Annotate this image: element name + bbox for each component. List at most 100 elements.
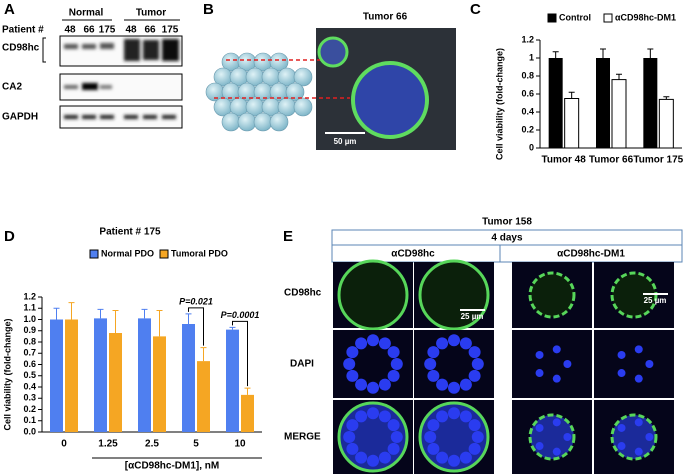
y-tick-label: 1.1	[23, 303, 36, 313]
lane-label: 175	[162, 25, 179, 36]
x-tick-label: 0	[61, 439, 67, 450]
scale-label: 50 µm	[334, 137, 357, 146]
lane-label: 48	[64, 25, 76, 36]
y-tick-label: 0.9	[23, 325, 36, 335]
cell	[269, 52, 289, 72]
nucleus	[343, 431, 356, 444]
bar	[94, 318, 107, 432]
bar	[241, 394, 254, 432]
error-bar	[229, 326, 236, 330]
nucleus	[634, 345, 643, 354]
organoid-membrane	[418, 401, 490, 473]
image-title: Tumor 158	[482, 217, 532, 228]
nucleus	[552, 345, 561, 354]
nucleus	[459, 451, 472, 464]
panel-letter: E	[283, 228, 293, 245]
nucleus	[343, 358, 356, 371]
y-tick-label: 0.0	[23, 426, 36, 436]
cell	[237, 112, 257, 132]
micrographs	[333, 259, 674, 474]
y-axis-label: Cell viability (fold-change)	[2, 318, 12, 430]
nucleus	[563, 433, 572, 441]
panel-letter: D	[4, 228, 15, 245]
nucleus	[447, 407, 460, 420]
y-tick-label: 0.1	[23, 415, 36, 425]
nucleus	[355, 451, 368, 464]
y-tick-label: 0.4	[23, 381, 36, 391]
error-bar	[552, 51, 559, 58]
error-bar	[112, 310, 119, 333]
treatment-label: αCD98hc-DM1	[557, 249, 625, 260]
bar	[658, 98, 674, 149]
nucleus	[645, 433, 654, 441]
nucleus	[459, 410, 472, 423]
nucleus	[367, 454, 380, 467]
group-label: Normal	[69, 8, 104, 19]
y-tick-label: 0.6	[521, 88, 534, 98]
nucleus	[378, 451, 391, 464]
nucleus	[617, 442, 626, 451]
nucleus	[436, 337, 449, 350]
scale-label: 25 µm	[461, 312, 484, 321]
nucleus	[387, 369, 400, 382]
error-bar	[200, 347, 207, 362]
nucleus	[447, 334, 460, 347]
legend-swatch	[89, 249, 99, 259]
nucleus	[634, 418, 643, 427]
organoid-membrane	[337, 259, 409, 331]
stain-label: MERGE	[284, 432, 321, 443]
y-tick-label: 0.2	[521, 124, 534, 134]
error-bar	[600, 48, 606, 58]
significance-bracket	[232, 320, 248, 387]
error-bar	[616, 73, 622, 80]
error-bar	[156, 310, 163, 337]
organoid-membrane	[337, 401, 409, 473]
error-bar	[647, 48, 654, 58]
bracket	[42, 37, 46, 63]
y-tick-label: 0	[529, 142, 534, 152]
image-title: Tumor 66	[363, 12, 408, 23]
blots	[59, 35, 183, 129]
nucleus	[535, 423, 544, 432]
nucleus	[355, 410, 368, 423]
bar	[65, 319, 78, 432]
nucleus	[390, 431, 403, 443]
nucleus	[468, 369, 481, 382]
bar	[643, 58, 658, 148]
nucleus	[535, 442, 544, 451]
x-axis-label: [αCD98hc-DM1], nM	[125, 461, 219, 472]
legend-label: Normal PDO	[101, 248, 154, 258]
y-tick-label: 1.2	[23, 291, 36, 301]
lane-label: 175	[99, 25, 116, 36]
nucleus	[346, 346, 359, 359]
nucleus	[436, 451, 449, 464]
nucleus	[355, 378, 368, 391]
cell	[293, 67, 313, 87]
y-tick-label: 0.8	[521, 70, 534, 80]
nucleus	[535, 350, 544, 359]
bar	[611, 79, 627, 149]
band-label: CA2	[2, 82, 22, 93]
nucleus	[346, 369, 359, 382]
nucleus	[427, 346, 440, 359]
nucleus	[436, 378, 449, 391]
nucleus	[427, 419, 440, 432]
bar	[226, 329, 239, 432]
organoid-membrane	[418, 259, 490, 331]
nucleus	[448, 454, 461, 467]
nucleus	[355, 337, 368, 350]
nucleus	[378, 410, 391, 423]
lane-label: 48	[125, 25, 137, 36]
nucleus	[471, 358, 484, 370]
organoid-membrane	[528, 271, 576, 319]
x-tick-label: Tumor 48	[542, 155, 587, 166]
nucleus	[448, 381, 461, 394]
nucleus	[645, 360, 654, 368]
annotation: P=0.0001	[221, 310, 260, 320]
nucleus	[387, 442, 400, 455]
nucleus	[471, 431, 484, 443]
nucleus	[552, 418, 561, 427]
error-bar	[663, 96, 670, 100]
panel-letter: B	[203, 1, 214, 18]
error-bar	[185, 313, 192, 324]
